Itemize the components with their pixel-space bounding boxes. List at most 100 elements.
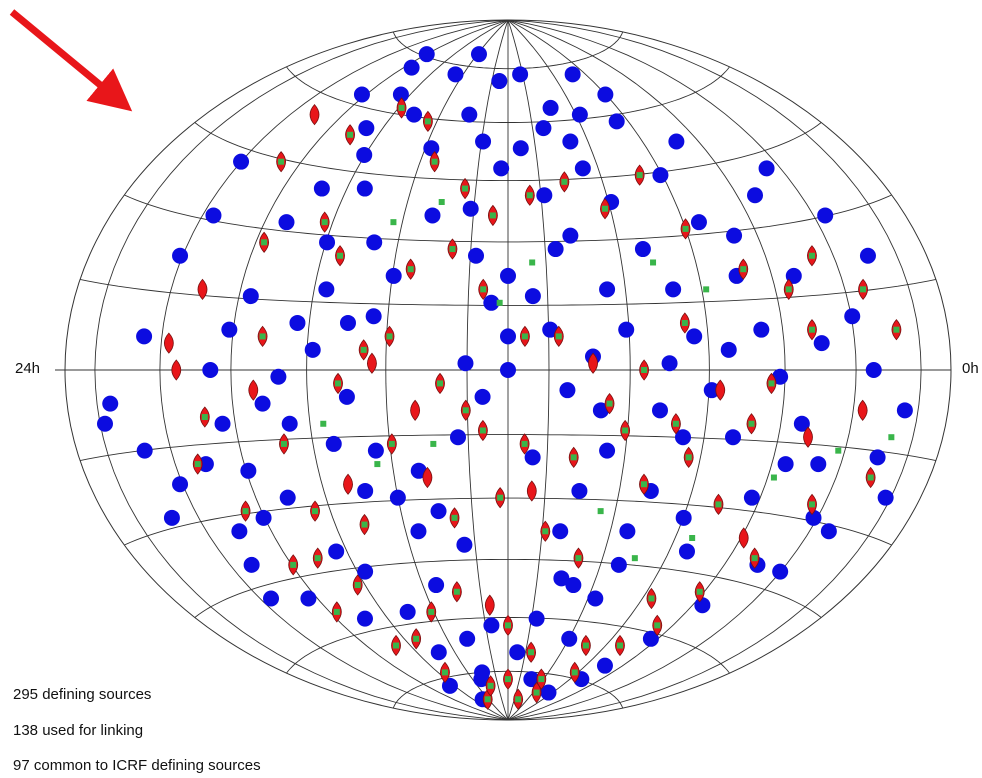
defining-source-point (456, 536, 473, 553)
common-source-point (570, 454, 577, 461)
defining-source-point (859, 247, 876, 264)
common-source-point (437, 380, 444, 387)
defining-source-point (318, 281, 335, 298)
common-source-point (430, 440, 437, 447)
axis-label-right: 0h (962, 360, 979, 377)
common-source-point (201, 414, 208, 421)
defining-source-point (675, 509, 692, 526)
defining-source-point (468, 247, 485, 264)
defining-source-point (678, 543, 695, 560)
defining-source-point (392, 86, 409, 103)
linking-source-point (343, 473, 353, 495)
common-source-point (453, 588, 460, 595)
defining-source-point (357, 563, 374, 580)
defining-source-point (610, 556, 627, 573)
parallel-line (80, 434, 936, 462)
defining-source-point (399, 603, 416, 620)
legend-common: 97 common to ICRF defining sources (13, 757, 261, 774)
defining-source-point (608, 113, 625, 130)
common-source-point (606, 400, 613, 407)
defining-source-point (661, 355, 678, 372)
defining-source-point (559, 382, 576, 399)
defining-source-point (547, 241, 564, 258)
defining-source-point (231, 523, 248, 540)
common-source-point (555, 333, 562, 340)
defining-source-point (406, 106, 423, 123)
defining-source-point (536, 187, 553, 204)
common-source-point (689, 535, 696, 541)
common-source-point (462, 407, 469, 414)
defining-source-point (365, 308, 382, 325)
defining-source-point (690, 214, 707, 231)
defining-source-point (163, 509, 180, 526)
defining-source-point (686, 328, 703, 345)
defining-source-point (462, 200, 479, 217)
common-source-point (505, 622, 511, 629)
common-source-point (347, 131, 354, 138)
defining-source-point (240, 462, 257, 479)
common-source-point (413, 635, 420, 642)
common-source-point (703, 286, 710, 293)
defining-source-point (300, 590, 317, 607)
defining-source-point (571, 482, 588, 499)
defining-source-point (358, 120, 375, 137)
defining-source-point (509, 644, 526, 661)
linking-source-point (526, 480, 537, 502)
common-source-point (337, 252, 344, 259)
defining-source-point (634, 241, 651, 258)
defining-source-point (772, 563, 789, 580)
defining-source-point (542, 99, 559, 116)
common-source-point (314, 555, 321, 562)
linking-source-point (309, 104, 320, 126)
defining-source-point (540, 684, 557, 701)
defining-source-point (596, 657, 613, 674)
defining-source-point (535, 120, 552, 137)
common-source-point (528, 649, 535, 656)
defining-source-point (869, 449, 886, 466)
linking-source-point (484, 594, 495, 616)
common-source-point (685, 454, 692, 461)
common-source-point (242, 508, 249, 515)
common-source-point (681, 319, 688, 326)
common-source-point (770, 474, 777, 481)
linking-source-point (410, 399, 421, 421)
defining-source-point (483, 617, 500, 634)
common-source-point (533, 689, 540, 696)
defining-source-point (353, 86, 370, 103)
defining-source-point (428, 577, 445, 594)
defining-source-point (562, 133, 579, 150)
common-source-point (654, 622, 661, 629)
common-source-point (333, 608, 340, 615)
defining-source-point (447, 66, 464, 83)
common-source-point (361, 521, 368, 528)
common-source-point (261, 239, 268, 246)
defining-source-point (214, 415, 231, 432)
legend-linking: 138 used for linking (13, 722, 144, 739)
defining-source-point (523, 671, 540, 688)
linking-source-point (857, 399, 868, 421)
defining-source-point (618, 321, 635, 338)
common-source-point (390, 219, 397, 226)
defining-source-point (805, 509, 822, 526)
defining-source-point (304, 341, 321, 358)
common-source-point (462, 185, 469, 192)
defining-source-point (410, 523, 427, 540)
common-source-point (354, 582, 361, 589)
defining-source-point (270, 368, 287, 385)
defining-source-point (367, 442, 384, 459)
defining-source-point (470, 46, 487, 63)
defining-source-point (475, 133, 492, 150)
defining-source-point (424, 207, 441, 224)
defining-source-point (865, 362, 882, 378)
common-source-point (696, 588, 703, 595)
linking-source-point (163, 332, 174, 354)
common-source-point (320, 420, 327, 427)
defining-source-point (528, 610, 545, 627)
common-source-point (386, 333, 393, 340)
common-source-point (393, 642, 400, 649)
defining-source-point (571, 106, 588, 123)
common-source-point (835, 447, 842, 454)
defining-source-point (599, 442, 616, 459)
defining-source-point (356, 146, 373, 163)
defining-source-point (457, 355, 474, 372)
